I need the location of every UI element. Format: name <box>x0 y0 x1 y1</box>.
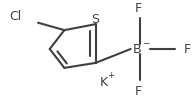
Text: +: + <box>107 71 115 80</box>
Text: K: K <box>99 76 107 89</box>
Text: −: − <box>142 38 149 47</box>
Text: Cl: Cl <box>9 10 21 23</box>
Text: B: B <box>133 42 142 56</box>
Text: F: F <box>135 2 142 15</box>
Text: F: F <box>135 85 142 98</box>
Text: F: F <box>184 42 191 56</box>
Text: S: S <box>91 13 100 26</box>
